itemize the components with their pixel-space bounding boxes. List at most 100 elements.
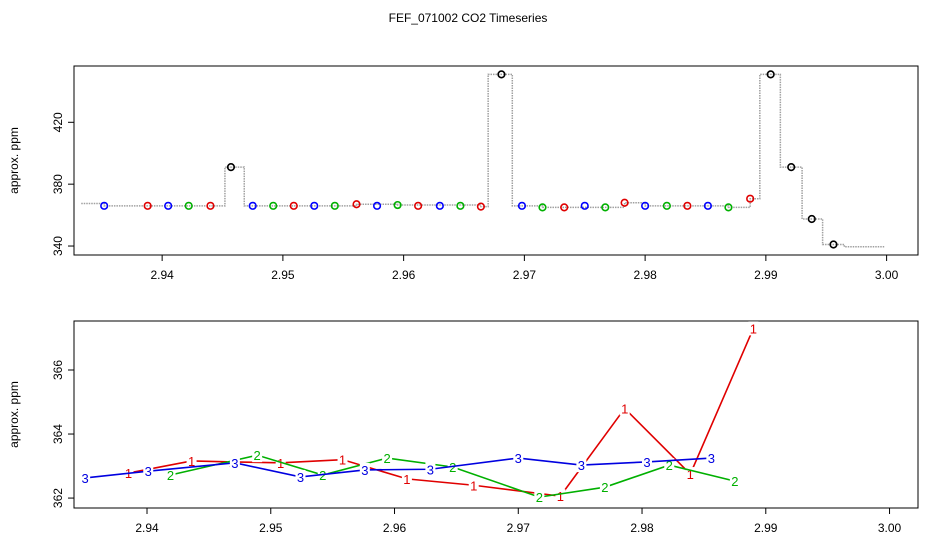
data-marker: 2 [449,460,456,475]
data-marker: 1 [470,478,477,493]
data-point [143,201,152,210]
data-point [330,201,339,210]
data-point [787,163,796,172]
series-line [85,457,712,479]
y-tick-label: 362 [51,488,65,508]
data-marker: 3 [515,451,522,466]
x-tick-label: 2.98 [633,268,657,282]
data-point [226,163,236,172]
data-marker: 3 [578,458,585,473]
marker-bg [513,451,524,466]
y-tick-label: 380 [51,174,65,194]
data-point [497,70,506,79]
plot-frame [73,320,919,509]
marker-bg [619,401,630,416]
data-point [829,240,838,249]
data-point [352,200,361,209]
data-marker: 2 [319,468,326,483]
x-tick-label: 2.96 [383,521,407,535]
data-point [269,201,278,210]
data-point [248,201,257,210]
marker-bg [576,458,587,473]
data-marker: 3 [643,455,650,470]
data-point [683,201,692,210]
data-marker: 1 [188,454,195,469]
data-point [310,201,319,210]
plot-frame [73,65,919,256]
y-tick-label: 364 [51,424,65,444]
marker-bg [143,464,154,479]
x-tick-label: 3.00 [878,521,902,535]
marker-bg [706,451,717,466]
data-marker: 2 [254,448,261,463]
marker-bg [186,453,197,468]
x-tick-label: 2.94 [150,268,174,282]
series-line [128,328,755,498]
data-marker: 3 [297,470,304,485]
data-point [601,203,610,212]
data-marker: 3 [708,451,715,466]
marker-bg [382,451,393,466]
data-point [476,202,486,211]
x-tick-label: 2.95 [259,521,283,535]
marker-bg [685,467,696,482]
marker-bg [748,321,759,336]
data-point [580,201,589,210]
data-point [206,201,215,210]
data-marker: 1 [557,489,564,504]
data-point [662,201,671,210]
marker-bg [468,478,479,493]
marker-bg [337,452,348,467]
data-marker: 2 [383,451,390,466]
marker-bg [534,490,545,505]
data-marker: 1 [687,467,694,482]
trace-line [81,73,885,248]
marker-bg [401,471,412,486]
data-point [538,203,547,212]
x-tick-label: 2.95 [271,268,295,282]
data-point [414,201,423,210]
data-marker: 3 [427,462,434,477]
data-point [393,200,402,210]
data-point [560,203,569,212]
data-marker: 1 [403,472,410,487]
figure-title: FEF_071002 CO2 Timeseries [389,11,548,25]
marker-bg [729,474,740,489]
data-marker: 3 [231,456,238,471]
data-point [289,201,298,210]
data-point [724,203,733,212]
data-marker: 2 [666,458,673,473]
data-point [164,201,173,210]
data-marker: 1 [750,321,757,336]
data-point [456,201,465,210]
x-tick-label: 3.00 [875,268,899,282]
x-tick-label: 2.97 [513,268,537,282]
data-point [435,201,444,210]
data-marker: 1 [621,401,628,416]
marker-bg [664,458,675,473]
data-marker: 2 [601,480,608,495]
data-marker: 1 [277,456,284,471]
data-point [620,198,629,207]
data-point [766,70,775,79]
x-tick-label: 2.96 [392,268,416,282]
marker-bg [359,462,370,477]
data-marker: 1 [339,453,346,468]
data-marker: 3 [145,464,152,479]
y-tick-label: 420 [51,112,65,132]
marker-bg [641,454,652,469]
x-tick-label: 2.99 [754,521,778,535]
marker-bg [555,489,566,504]
data-marker: 3 [361,463,368,478]
marker-bg [165,468,176,483]
marker-bg [425,462,436,477]
data-point [746,194,755,203]
data-marker: 2 [167,468,174,483]
marker-bg [229,455,240,470]
data-point [184,201,193,210]
data-point [372,201,382,210]
y-axis-label: approx. ppm [7,127,21,194]
data-marker: 3 [82,471,89,486]
y-axis-label: approx. ppm [7,381,21,448]
